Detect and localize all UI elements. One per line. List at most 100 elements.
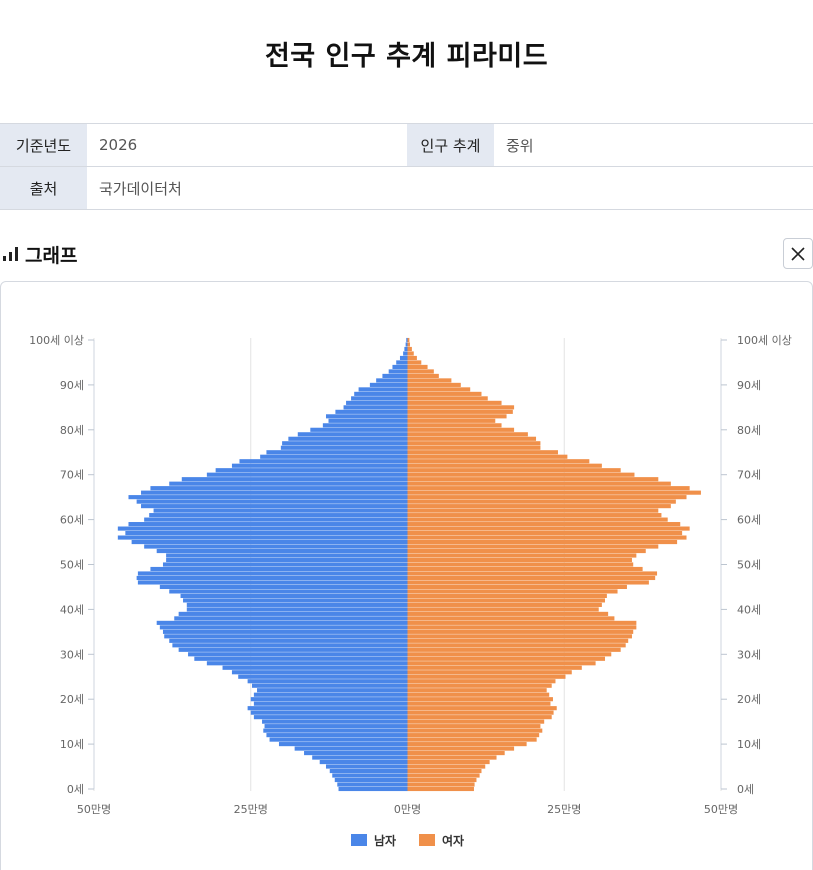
male-bar bbox=[178, 611, 408, 616]
female-bar bbox=[407, 427, 515, 432]
male-bar bbox=[162, 562, 408, 567]
male-bar bbox=[188, 652, 408, 657]
female-bar bbox=[407, 472, 635, 477]
y-tick-label-right: 70세 bbox=[737, 469, 761, 482]
y-tick-label-left: 70세 bbox=[60, 469, 84, 482]
male-bar bbox=[404, 346, 408, 352]
female-bar bbox=[407, 405, 515, 410]
female-bar bbox=[407, 409, 513, 414]
female-bar bbox=[407, 773, 480, 778]
close-button[interactable] bbox=[783, 238, 813, 269]
female-bar bbox=[407, 378, 452, 383]
info-row-year: 기준년도 2026 인구 추계 중위 bbox=[0, 124, 813, 167]
legend-label-female: 여자 bbox=[442, 833, 464, 848]
female-bar bbox=[407, 539, 678, 545]
legend-swatch-male bbox=[351, 834, 367, 846]
male-bar bbox=[156, 620, 408, 625]
female-bar bbox=[407, 571, 658, 576]
female-bar bbox=[407, 643, 626, 648]
male-bar bbox=[332, 773, 408, 778]
male-bar bbox=[322, 423, 408, 428]
female-bar bbox=[407, 706, 557, 711]
male-bar bbox=[128, 495, 408, 500]
male-bar bbox=[136, 575, 408, 581]
male-bar bbox=[252, 683, 408, 688]
male-bar bbox=[262, 719, 408, 724]
female-bar bbox=[407, 450, 558, 455]
female-bar bbox=[407, 751, 505, 756]
male-bar bbox=[280, 445, 408, 450]
female-bar bbox=[407, 634, 632, 639]
male-bar bbox=[260, 454, 408, 459]
source-value: 국가데이터처 bbox=[99, 179, 182, 198]
female-bar bbox=[407, 768, 482, 774]
female-bar bbox=[407, 607, 599, 612]
male-bar bbox=[159, 625, 408, 630]
male-bar bbox=[231, 670, 408, 675]
male-bar bbox=[263, 728, 408, 733]
male-bar bbox=[335, 409, 408, 414]
female-bar bbox=[407, 665, 582, 670]
y-tick-label-left: 50세 bbox=[60, 559, 84, 572]
male-bar bbox=[351, 396, 408, 401]
male-bar bbox=[346, 400, 408, 405]
female-bar bbox=[407, 679, 556, 684]
female-bar bbox=[407, 400, 502, 405]
female-bar bbox=[407, 544, 659, 549]
male-bar bbox=[172, 643, 408, 648]
male-bar bbox=[194, 656, 408, 661]
male-bar bbox=[294, 746, 408, 751]
female-bar bbox=[407, 553, 637, 558]
male-bar bbox=[231, 463, 408, 468]
female-bar bbox=[407, 620, 637, 625]
female-bar bbox=[407, 625, 637, 630]
y-tick-label-right: 30세 bbox=[737, 648, 761, 661]
y-tick-label-left: 10세 bbox=[60, 738, 84, 751]
male-bar bbox=[166, 557, 408, 563]
male-bar bbox=[153, 508, 408, 513]
female-bar bbox=[407, 566, 643, 572]
female-bar bbox=[407, 647, 621, 652]
chart-container: 0세 0세 10세 10세 20세 20세 30세 30세 40세 40세 50세 50세 60세 60세… bbox=[0, 281, 813, 870]
female-bar bbox=[407, 522, 681, 527]
female-bar bbox=[407, 580, 649, 585]
male-bar bbox=[406, 337, 408, 343]
female-bar bbox=[407, 733, 540, 738]
x-tick-label: 25만명 bbox=[234, 803, 268, 816]
female-bar bbox=[407, 661, 596, 666]
x-tick-label: 25만명 bbox=[547, 803, 581, 816]
female-bar bbox=[407, 742, 527, 747]
y-tick-label-left: 90세 bbox=[60, 379, 84, 392]
male-bar bbox=[266, 733, 408, 738]
female-bar bbox=[407, 414, 507, 419]
female-bar bbox=[407, 737, 537, 742]
female-bar bbox=[407, 562, 634, 567]
close-icon bbox=[791, 246, 805, 261]
male-bar bbox=[162, 629, 408, 634]
male-bar bbox=[137, 580, 408, 585]
female-bar bbox=[407, 701, 551, 706]
male-bar bbox=[164, 634, 408, 639]
female-bar bbox=[407, 513, 662, 518]
male-bar bbox=[396, 360, 408, 365]
bar-chart-icon bbox=[3, 247, 18, 261]
male-bar bbox=[319, 759, 408, 765]
y-tick-label-right: 0세 bbox=[737, 783, 754, 796]
female-bar bbox=[407, 387, 471, 392]
y-tick-label-right: 80세 bbox=[737, 424, 761, 437]
male-bar bbox=[238, 674, 408, 679]
male-bar bbox=[181, 477, 408, 482]
y-tick-label-left: 20세 bbox=[60, 693, 84, 706]
male-bar bbox=[338, 786, 408, 792]
graph-title: 그래프 bbox=[25, 245, 78, 267]
male-bar bbox=[169, 638, 408, 643]
female-bar bbox=[407, 517, 668, 522]
female-bar bbox=[407, 589, 618, 594]
female-bar bbox=[407, 683, 552, 688]
female-bar bbox=[407, 584, 627, 590]
legend-swatch-female bbox=[419, 834, 435, 846]
female-bar bbox=[407, 342, 411, 347]
male-bar bbox=[257, 688, 408, 693]
female-bar bbox=[407, 759, 490, 765]
female-bar bbox=[407, 602, 602, 607]
